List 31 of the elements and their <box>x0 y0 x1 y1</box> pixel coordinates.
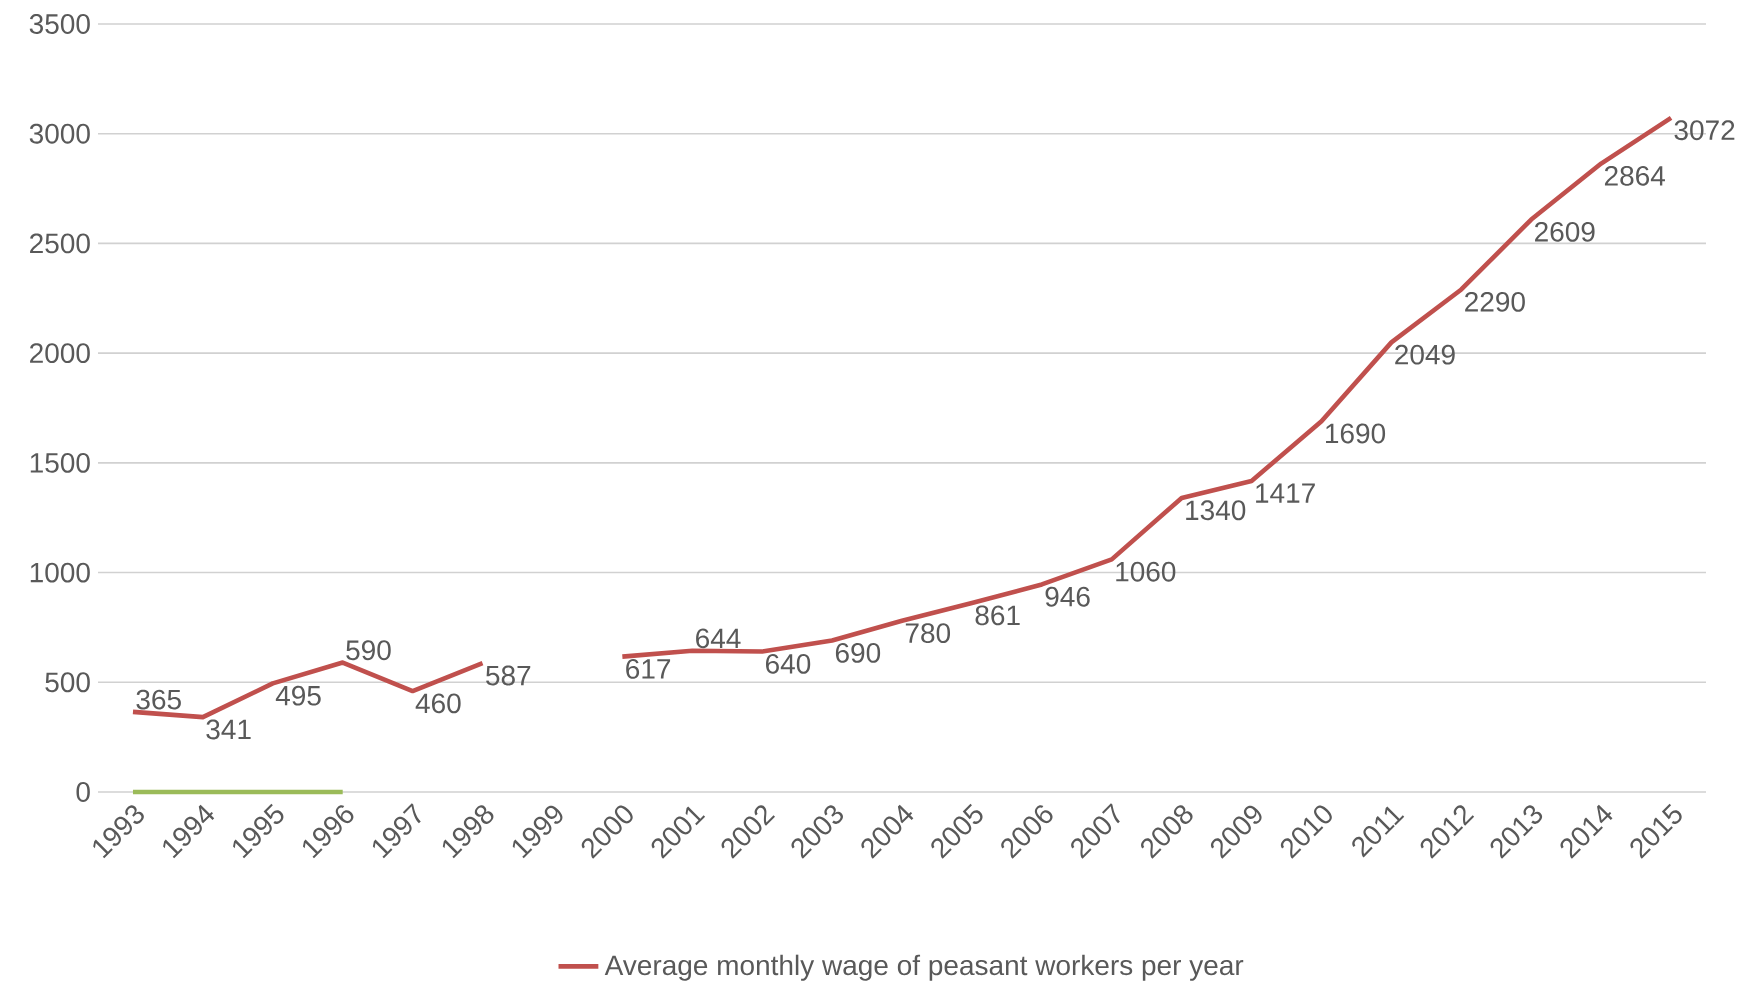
data-label: 590 <box>346 640 391 661</box>
data-label: 690 <box>835 642 881 663</box>
y-tick-label: 0 <box>76 782 90 802</box>
data-label: 2609 <box>1535 221 1595 242</box>
data-label: 341 <box>206 719 251 740</box>
data-label: 946 <box>1045 586 1090 607</box>
data-label: 460 <box>415 693 461 714</box>
data-label: 1340 <box>1186 500 1246 521</box>
y-tick-label: 1000 <box>30 562 90 583</box>
data-label: 587 <box>486 665 531 686</box>
data-label: 644 <box>696 628 741 649</box>
data-label: 861 <box>975 605 1020 626</box>
y-tick-label: 500 <box>45 672 90 693</box>
data-label: 1060 <box>1116 561 1176 582</box>
data-label: 495 <box>275 685 321 706</box>
y-tick-label: 3000 <box>29 123 90 144</box>
y-tick-label: 3500 <box>29 14 90 34</box>
y-tick-label: 2000 <box>30 343 90 364</box>
data-label: 780 <box>905 623 951 644</box>
data-label: 365 <box>136 689 181 710</box>
data-label: 2864 <box>1604 165 1665 186</box>
data-label: 3072 <box>1674 120 1735 141</box>
data-label: 1417 <box>1256 483 1315 503</box>
data-label: 1690 <box>1326 423 1386 444</box>
data-label: 640 <box>766 653 811 674</box>
legend-label: Average monthly wage of peasant workers per year <box>604 954 1244 981</box>
data-label: 2290 <box>1465 291 1525 312</box>
data-label: 617 <box>626 659 671 679</box>
y-tick-label: 1500 <box>30 452 90 473</box>
data-label: 2049 <box>1395 344 1455 365</box>
y-tick-label: 2500 <box>30 233 90 254</box>
